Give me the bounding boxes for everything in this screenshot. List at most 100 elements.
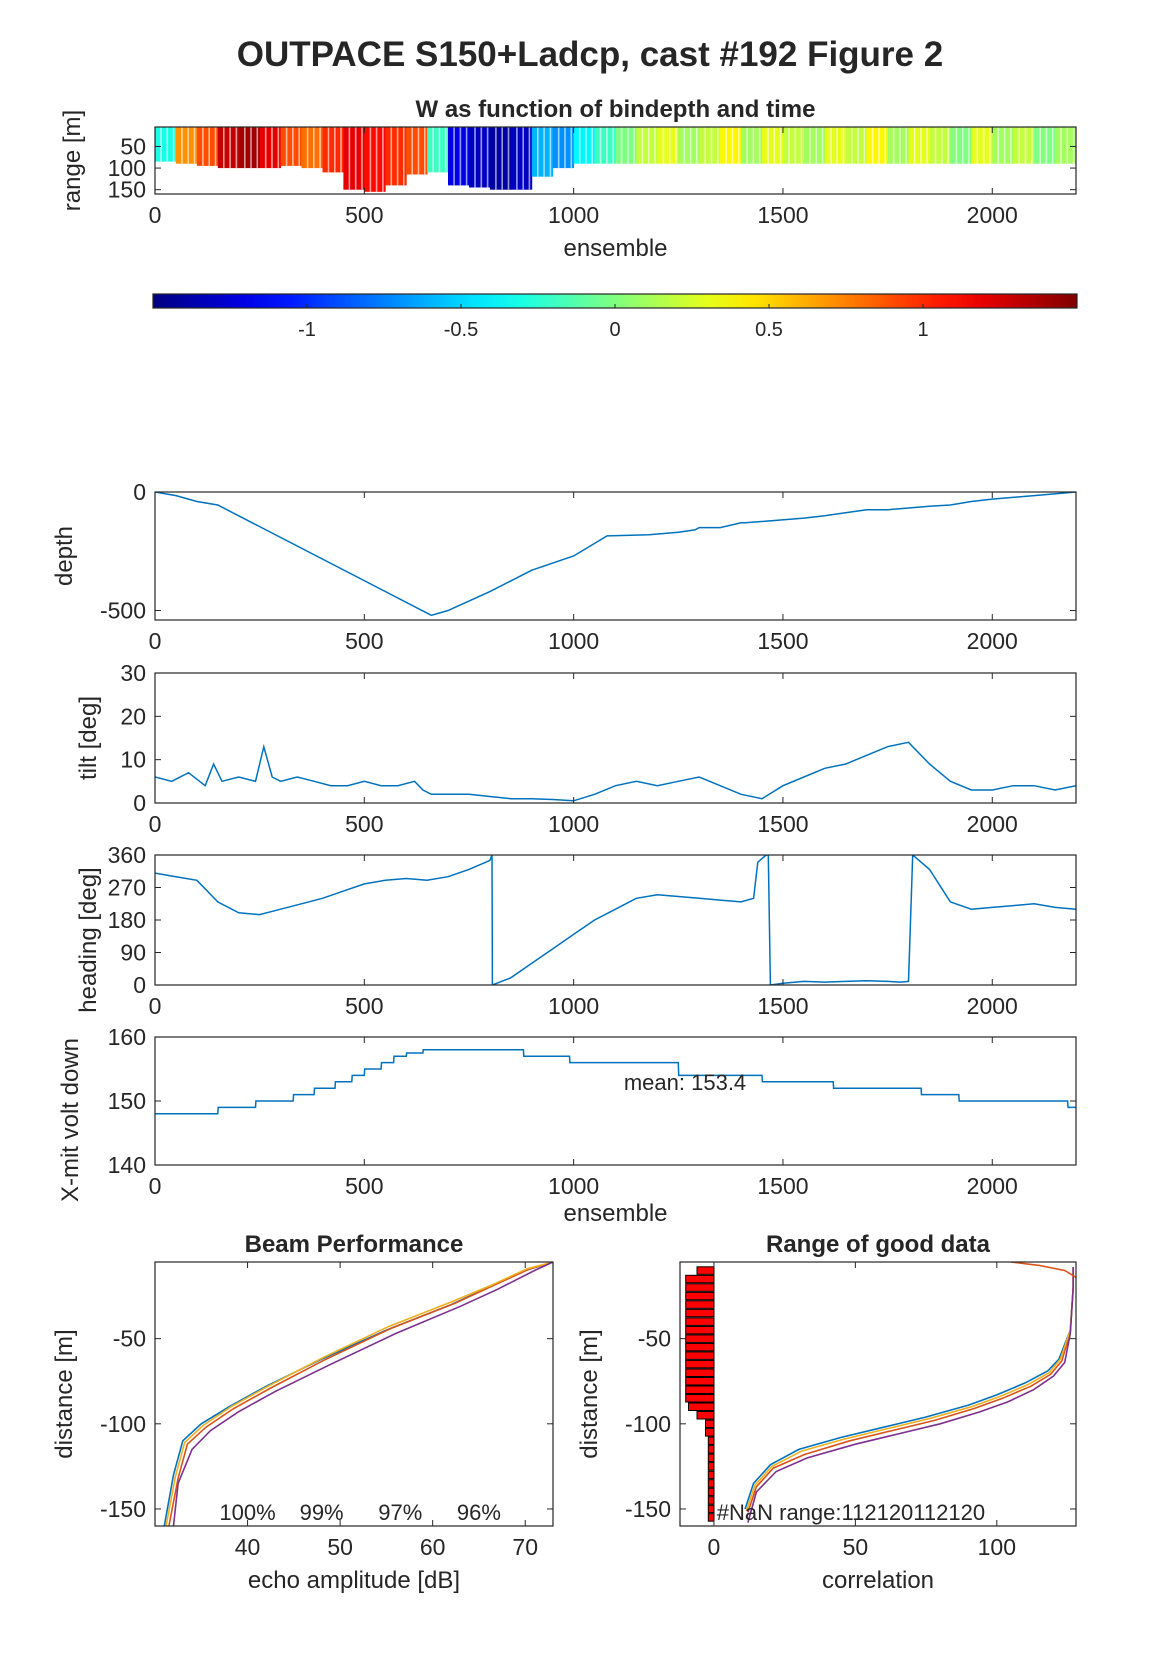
w-image-gap — [369, 127, 372, 192]
w-image-gap — [432, 127, 434, 173]
voltage-chart: 0 500 1000 1500 2000 140 150 160 X-mit volt down… — [57, 1024, 1077, 1227]
nan-range-bar — [685, 1300, 715, 1309]
voltage-xtick-label: 1000 — [548, 1173, 599, 1199]
nan-range-bar — [688, 1402, 715, 1411]
w-image-gap — [411, 127, 413, 175]
w-image-ytick-label: 150 — [108, 177, 146, 203]
w-image-gap — [361, 127, 363, 190]
w-image-gap — [863, 127, 866, 164]
nan-range-bar — [707, 1436, 715, 1446]
w-image-gap — [809, 127, 811, 164]
w-image-xtick-label: 500 — [345, 202, 383, 228]
w-image-gap — [1072, 127, 1075, 164]
w-image-gap — [474, 127, 476, 188]
tilt-ytick-label: 30 — [120, 660, 146, 686]
beam-percent-label: 96% — [457, 1500, 501, 1525]
w-image-gap — [941, 127, 943, 164]
beam-series-3 — [165, 1262, 553, 1526]
w-image-gap — [465, 127, 468, 186]
w-image-gap — [926, 127, 928, 164]
beam-xlabel: echo amplitude [dB] — [248, 1567, 460, 1594]
w-image-gap — [396, 127, 399, 186]
depth-ytick-label: 0 — [133, 479, 146, 505]
w-image-gap — [1039, 127, 1041, 164]
good-range-title: Range of good data — [766, 1231, 991, 1258]
w-image-title: W as function of bindepth and time — [416, 96, 816, 123]
nan-range-bar — [685, 1385, 715, 1394]
w-image-ytick-label: 50 — [120, 133, 146, 159]
w-image-gap — [746, 127, 748, 164]
beam-title: Beam Performance — [245, 1231, 464, 1258]
w-image-gap — [1003, 127, 1006, 164]
nan-range-bar — [696, 1411, 715, 1420]
good-range-ytick-label: -100 — [625, 1411, 671, 1437]
nan-range-bar — [685, 1359, 715, 1369]
beam-xtick-label: 50 — [327, 1534, 353, 1560]
w-image-gap — [857, 127, 859, 164]
w-image-gap — [794, 127, 797, 164]
w-image-gap — [851, 127, 853, 164]
voltage-xtick-label: 1500 — [757, 1173, 808, 1199]
colorbar-tick-label: -0.5 — [444, 319, 478, 341]
w-image-gap — [403, 127, 405, 186]
w-image-gap — [354, 127, 357, 190]
w-image-gap — [668, 127, 671, 164]
w-image-gap — [390, 127, 393, 186]
heading-ytick-label: 360 — [108, 842, 146, 868]
w-image-xlabel: ensemble — [563, 235, 667, 262]
w-image-gap — [264, 127, 267, 169]
beam-percent-label: 97% — [378, 1500, 422, 1525]
w-image-gap — [444, 127, 447, 173]
correlation-series-2 — [747, 1267, 1074, 1513]
heading-xtick-label: 500 — [345, 993, 383, 1019]
w-image-gap — [235, 127, 238, 169]
good-range-xlabel: correlation — [822, 1567, 934, 1594]
w-image-gap — [1024, 127, 1027, 164]
good-range-ylabel: distance [m] — [576, 1329, 603, 1458]
voltage-ytick-label: 140 — [108, 1152, 146, 1178]
nan-range-bar — [685, 1317, 715, 1326]
w-image-gap — [537, 127, 539, 177]
tilt-xtick-label: 1500 — [757, 811, 808, 837]
w-image-gap — [654, 127, 656, 164]
colorbar-tick-label: 1 — [917, 319, 928, 341]
w-image-gap — [830, 127, 832, 164]
w-image-gap — [871, 127, 874, 164]
w-image-gap — [340, 127, 342, 173]
w-image-gap — [564, 127, 566, 169]
w-image-axes-box — [154, 126, 1077, 195]
tilt-xtick-label: 0 — [149, 811, 162, 837]
w-image-gap — [501, 127, 503, 190]
nan-range-bar — [707, 1462, 715, 1471]
heading-ytick-label: 0 — [133, 972, 146, 998]
w-image-gap — [585, 127, 587, 164]
w-image-gap — [976, 127, 979, 164]
w-image-gap — [528, 127, 531, 190]
w-image-gap — [1060, 127, 1062, 164]
w-image-gap — [382, 127, 384, 192]
w-image-gap — [961, 127, 964, 164]
w-image-gap — [779, 127, 782, 164]
w-image-xtick-label: 1000 — [548, 202, 599, 228]
w-image-gap — [662, 127, 665, 164]
depth-xtick-label: 1500 — [757, 628, 808, 654]
heading-ytick-label: 180 — [108, 907, 146, 933]
w-image-gap — [214, 127, 217, 166]
w-image-gap — [696, 127, 698, 164]
nan-range-bar — [707, 1453, 715, 1463]
w-image-xtick-label: 1500 — [757, 202, 808, 228]
heading-ylabel: heading [deg] — [75, 867, 102, 1012]
good-range-ytick-label: -150 — [625, 1496, 671, 1522]
w-image-gap — [773, 127, 776, 164]
heading-line — [155, 855, 1076, 985]
nan-range-bar — [705, 1419, 715, 1429]
nan-range-bar — [705, 1428, 715, 1437]
beam-series-1 — [163, 1262, 553, 1526]
w-image-gap — [208, 127, 210, 166]
beam-axes-box — [154, 1261, 554, 1527]
depth-xtick-label: 500 — [345, 628, 383, 654]
heading-axes-box — [154, 854, 1077, 986]
w-image-gap — [905, 127, 907, 164]
w-image-gap — [704, 127, 707, 164]
